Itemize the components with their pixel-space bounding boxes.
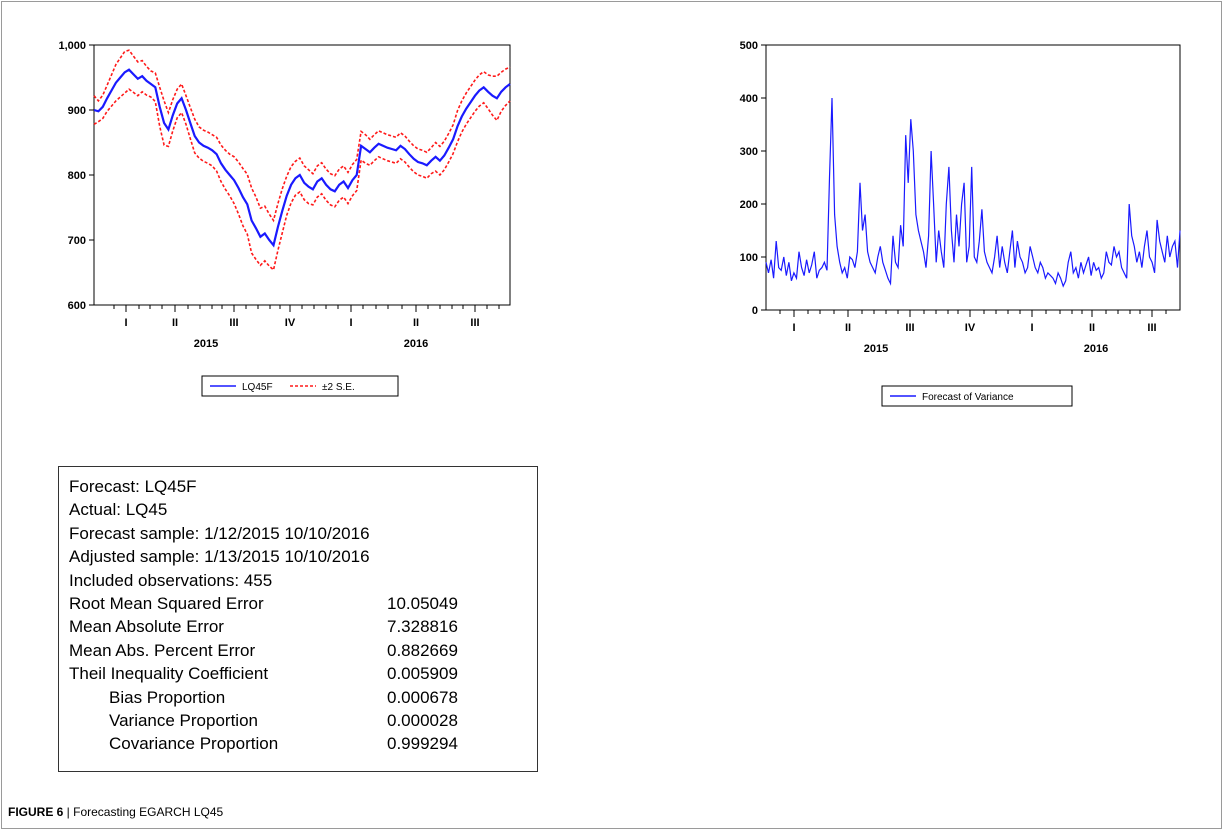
caption-label: FIGURE 6: [8, 805, 64, 819]
y-tick-label: 100: [740, 252, 758, 264]
stats-value: 0.000028: [387, 710, 458, 730]
forecast-lq45f-chart: 600 700 800 900 1,000 I II III IV I II III 2015 2016 L…: [40, 30, 540, 400]
figure-caption: FIGURE 6 | Forecasting EGARCH LQ45: [8, 805, 223, 819]
stats-value: 7.328816: [387, 617, 458, 637]
se-band-lower-line: [93, 88, 511, 272]
legend-label: Forecast of Variance: [922, 392, 1014, 403]
stats-row: Theil Inequality Coefficient 0.005909: [69, 662, 527, 685]
y-tick-label: 300: [740, 146, 758, 158]
y-tick-label: 600: [68, 300, 86, 312]
x-quarter-label: II: [172, 317, 178, 329]
stats-value: [370, 545, 510, 568]
x-quarter-label: III: [1147, 322, 1156, 334]
y-tick-label: 900: [68, 105, 86, 117]
stats-label: Bias Proportion: [109, 687, 226, 707]
x-year-label: 2016: [404, 338, 428, 350]
stats-value: 0.000678: [387, 687, 458, 707]
legend: LQ45F ±2 S.E.: [201, 375, 399, 397]
y-tick-label: 800: [68, 170, 86, 182]
stats-row: Forecast sample: 1/12/2015 10/10/2016: [69, 522, 527, 545]
y-tick-label: 700: [68, 235, 86, 247]
stats-label: Actual: LQ45: [69, 500, 168, 520]
stats-row: Bias Proportion 0.000678: [69, 686, 527, 709]
stats-row: Adjusted sample: 1/13/2015 10/10/2016: [69, 545, 527, 568]
se-band-upper-line: [93, 49, 511, 223]
x-quarter-label: III: [470, 317, 479, 329]
stats-row: Mean Absolute Error 7.328816: [69, 615, 527, 638]
y-tick-label: 500: [740, 40, 758, 52]
stats-row: Root Mean Squared Error 10.05049: [69, 592, 527, 615]
stats-value: [370, 522, 510, 545]
caption-text: | Forecasting EGARCH LQ45: [63, 805, 224, 819]
stats-label: Theil Inequality Coefficient: [69, 664, 269, 684]
stats-row: Covariance Proportion 0.999294: [69, 732, 527, 755]
y-tick-label: 0: [752, 305, 758, 317]
x-quarter-label: I: [349, 317, 352, 329]
legend-box: [881, 385, 1073, 407]
x-quarter-label: III: [905, 322, 914, 334]
stats-label: Root Mean Squared Error: [69, 593, 264, 613]
x-year-label: 2015: [864, 343, 888, 355]
stats-value: [167, 498, 307, 521]
x-quarter-label: II: [1089, 322, 1095, 334]
stats-label: Covariance Proportion: [109, 734, 279, 754]
stats-row: Variance Proportion 0.000028: [69, 709, 527, 732]
x-year-label: 2015: [194, 338, 218, 350]
stats-value: [197, 475, 337, 498]
stats-value: [272, 569, 412, 592]
x-quarter-label: III: [229, 317, 238, 329]
stats-value: 10.05049: [387, 593, 458, 613]
plot-area-border: [93, 44, 511, 306]
y-tick-label: 200: [740, 199, 758, 211]
stats-row: Included observations: 455: [69, 569, 527, 592]
forecast-statistics-table: Forecast: LQ45F Actual: LQ45 Forecast samp…: [58, 466, 538, 772]
stats-label: Forecast: LQ45F: [69, 477, 197, 496]
stats-value: 0.882669: [387, 640, 458, 660]
x-quarter-label: IV: [965, 322, 976, 334]
x-quarter-label: II: [845, 322, 851, 334]
stats-label: Forecast sample: 1/12/2015 10/10/2016: [69, 523, 370, 543]
stats-row: Mean Abs. Percent Error 0.882669: [69, 639, 527, 662]
x-quarter-label: I: [1030, 322, 1033, 334]
forecast-variance-line: [765, 97, 1181, 288]
stats-label: Variance Proportion: [109, 710, 258, 730]
stats-label: Adjusted sample: 1/13/2015 10/10/2016: [69, 547, 370, 567]
lq45f-forecast-line: [93, 68, 511, 248]
x-quarter-label: II: [413, 317, 419, 329]
stats-label: Mean Absolute Error: [69, 617, 224, 637]
stats-row: Actual: LQ45: [69, 498, 527, 521]
legend-label: ±2 S.E.: [322, 382, 355, 393]
legend-label: LQ45F: [242, 382, 273, 393]
stats-row: Forecast: LQ45F: [69, 475, 527, 498]
x-year-label: 2016: [1084, 343, 1108, 355]
plot-area-border: [765, 44, 1181, 311]
x-quarter-label: I: [792, 322, 795, 334]
x-quarter-label: I: [124, 317, 127, 329]
stats-label: Included observations: 455: [69, 570, 273, 590]
stats-value: 0.999294: [387, 734, 458, 754]
forecast-variance-chart: 0 100 200 300 400 500 I II III IV I II III 2015 2016 Fo…: [720, 30, 1200, 410]
y-tick-label: 400: [740, 93, 758, 105]
y-tick-label: 1,000: [58, 40, 86, 52]
stats-value: 0.005909: [387, 664, 458, 684]
stats-label: Mean Abs. Percent Error: [69, 640, 256, 660]
x-quarter-label: IV: [285, 317, 296, 329]
legend: Forecast of Variance: [881, 385, 1073, 407]
